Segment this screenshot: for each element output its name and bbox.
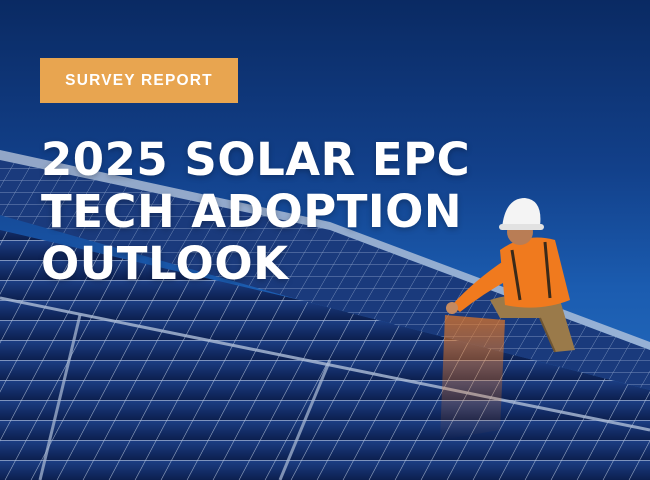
report-title: 2025 SOLAR EPC TECH ADOPTION OUTLOOK	[41, 134, 470, 290]
worker-in-hard-hat	[446, 198, 575, 353]
survey-report-badge: SURVEY REPORT	[40, 58, 238, 103]
title-line-1: 2025 SOLAR EPC	[41, 133, 471, 186]
title-line-3: OUTLOOK	[41, 237, 289, 290]
title-line-2: TECH ADOPTION	[41, 185, 463, 238]
